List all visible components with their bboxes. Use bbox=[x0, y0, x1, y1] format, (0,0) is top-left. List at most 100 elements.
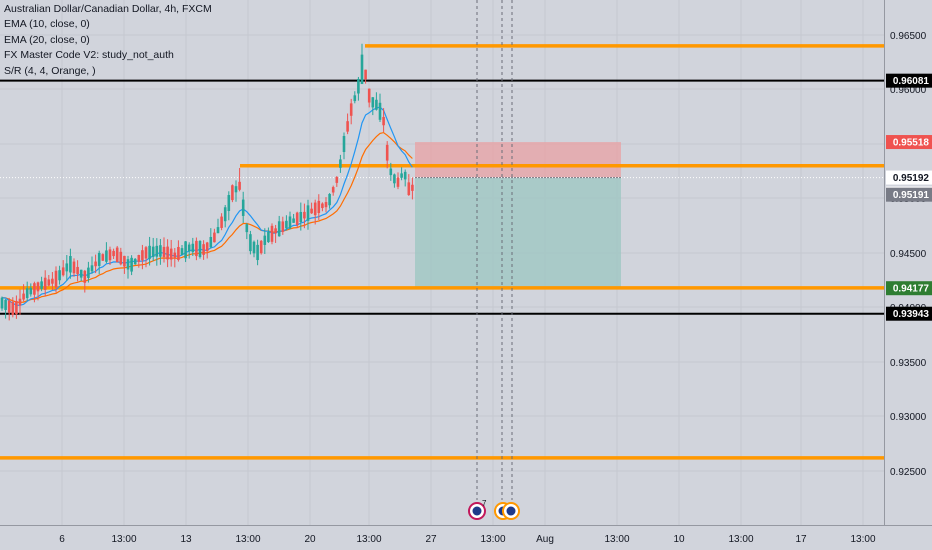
candle-body[interactable] bbox=[4, 299, 7, 310]
symbol-title[interactable]: Australian Dollar/Canadian Dollar, 4h, F… bbox=[4, 3, 212, 15]
candle-body[interactable] bbox=[123, 255, 126, 267]
candle-body[interactable] bbox=[54, 270, 58, 288]
candle-body[interactable] bbox=[324, 202, 328, 208]
candle-body[interactable] bbox=[231, 185, 234, 201]
price-tag-target[interactable] bbox=[886, 281, 932, 296]
candle-body[interactable] bbox=[43, 277, 47, 290]
candle-body[interactable] bbox=[227, 195, 231, 211]
candle-body[interactable] bbox=[61, 267, 65, 276]
candle-body[interactable] bbox=[0, 297, 4, 309]
candle-body[interactable] bbox=[202, 244, 205, 255]
candle-body[interactable] bbox=[259, 240, 263, 254]
candle-body[interactable] bbox=[169, 248, 173, 260]
candle-body[interactable] bbox=[249, 234, 252, 252]
candle-body[interactable] bbox=[36, 282, 40, 292]
candle-body[interactable] bbox=[295, 212, 299, 226]
candle-body[interactable] bbox=[403, 171, 407, 180]
candle-body[interactable] bbox=[90, 265, 94, 272]
indicator-ema-10[interactable]: EMA (10, close, 0) bbox=[4, 18, 90, 31]
price-tag-stop[interactable] bbox=[886, 135, 932, 150]
candle-body[interactable] bbox=[299, 211, 303, 222]
candle-body[interactable] bbox=[115, 247, 119, 263]
price-tag-current[interactable] bbox=[886, 170, 932, 185]
candle-body[interactable] bbox=[69, 256, 72, 273]
candle-body[interactable] bbox=[40, 281, 43, 289]
candle-body[interactable] bbox=[76, 266, 79, 275]
candle-body[interactable] bbox=[317, 200, 321, 214]
candle-body[interactable] bbox=[252, 241, 256, 254]
candle-body[interactable] bbox=[72, 261, 76, 274]
candle-body[interactable] bbox=[162, 246, 166, 258]
candle-body[interactable] bbox=[133, 258, 137, 265]
candle-body[interactable] bbox=[18, 298, 22, 306]
candle-body[interactable] bbox=[112, 250, 115, 257]
candle-body[interactable] bbox=[400, 173, 403, 178]
candle-body[interactable] bbox=[285, 220, 288, 229]
candle-body[interactable] bbox=[313, 202, 317, 216]
candle-body[interactable] bbox=[396, 177, 400, 187]
candle-body[interactable] bbox=[166, 246, 169, 260]
candle-body[interactable] bbox=[108, 249, 112, 261]
candle-body[interactable] bbox=[274, 228, 277, 234]
candle-body[interactable] bbox=[94, 261, 97, 267]
candle-body[interactable] bbox=[213, 232, 216, 243]
candle-body[interactable] bbox=[79, 269, 83, 278]
candle-body[interactable] bbox=[393, 174, 396, 184]
stop-loss-zone[interactable] bbox=[415, 142, 621, 178]
candle-body[interactable] bbox=[331, 187, 335, 193]
candle-body[interactable] bbox=[263, 235, 267, 245]
candle-body[interactable] bbox=[245, 224, 249, 233]
indicator-fx-master-code[interactable]: FX Master Code V2: study_not_auth bbox=[4, 49, 174, 62]
candle-body[interactable] bbox=[191, 243, 195, 253]
candle-body[interactable] bbox=[33, 283, 36, 295]
candle-body[interactable] bbox=[267, 231, 270, 243]
candle-body[interactable] bbox=[15, 300, 18, 315]
candle-body[interactable] bbox=[180, 248, 184, 256]
candle-body[interactable] bbox=[22, 293, 25, 300]
candle-body[interactable] bbox=[101, 254, 105, 261]
candle-body[interactable] bbox=[360, 54, 364, 85]
candle-body[interactable] bbox=[159, 245, 162, 257]
candle-body[interactable] bbox=[184, 241, 187, 259]
candle-body[interactable] bbox=[155, 245, 159, 257]
candle-body[interactable] bbox=[65, 263, 69, 272]
candle-body[interactable] bbox=[173, 252, 177, 258]
candle-body[interactable] bbox=[151, 246, 155, 257]
candle-body[interactable] bbox=[105, 250, 108, 262]
candle-body[interactable] bbox=[339, 159, 342, 168]
candle-body[interactable] bbox=[97, 252, 101, 266]
candle-body[interactable] bbox=[371, 97, 375, 108]
indicator-support-resistance[interactable]: S/R (4, 4, Orange, ) bbox=[4, 64, 96, 77]
candle-body[interactable] bbox=[51, 278, 54, 284]
candle-body[interactable] bbox=[137, 255, 141, 262]
indicator-ema-20[interactable]: EMA (20, close, 0) bbox=[4, 33, 90, 46]
candle-body[interactable] bbox=[335, 177, 339, 183]
candle-body[interactable] bbox=[349, 103, 353, 116]
candle-body[interactable] bbox=[310, 208, 313, 214]
candle-body[interactable] bbox=[303, 211, 306, 219]
candle-body[interactable] bbox=[220, 216, 223, 228]
candle-body[interactable] bbox=[389, 168, 393, 176]
candle-body[interactable] bbox=[234, 186, 238, 193]
candle-body[interactable] bbox=[256, 244, 259, 261]
candle-body[interactable] bbox=[238, 181, 241, 190]
candle-body[interactable] bbox=[198, 240, 202, 258]
candle-body[interactable] bbox=[364, 69, 367, 80]
price-tag-level[interactable] bbox=[886, 306, 932, 321]
candle-body[interactable] bbox=[411, 184, 414, 191]
candle-body[interactable] bbox=[346, 121, 349, 132]
candle-body[interactable] bbox=[29, 287, 33, 295]
candle-body[interactable] bbox=[195, 240, 198, 257]
candle-body[interactable] bbox=[277, 221, 281, 237]
candle-body[interactable] bbox=[223, 207, 227, 222]
candle-body[interactable] bbox=[357, 78, 360, 94]
candle-body[interactable] bbox=[281, 221, 285, 232]
candle-body[interactable] bbox=[306, 205, 310, 221]
candle-body[interactable] bbox=[288, 216, 292, 229]
candle-body[interactable] bbox=[328, 193, 331, 206]
candle-body[interactable] bbox=[7, 300, 11, 313]
candle-body[interactable] bbox=[144, 247, 148, 259]
price-tag-level[interactable] bbox=[886, 73, 932, 88]
candle-body[interactable] bbox=[407, 182, 411, 196]
